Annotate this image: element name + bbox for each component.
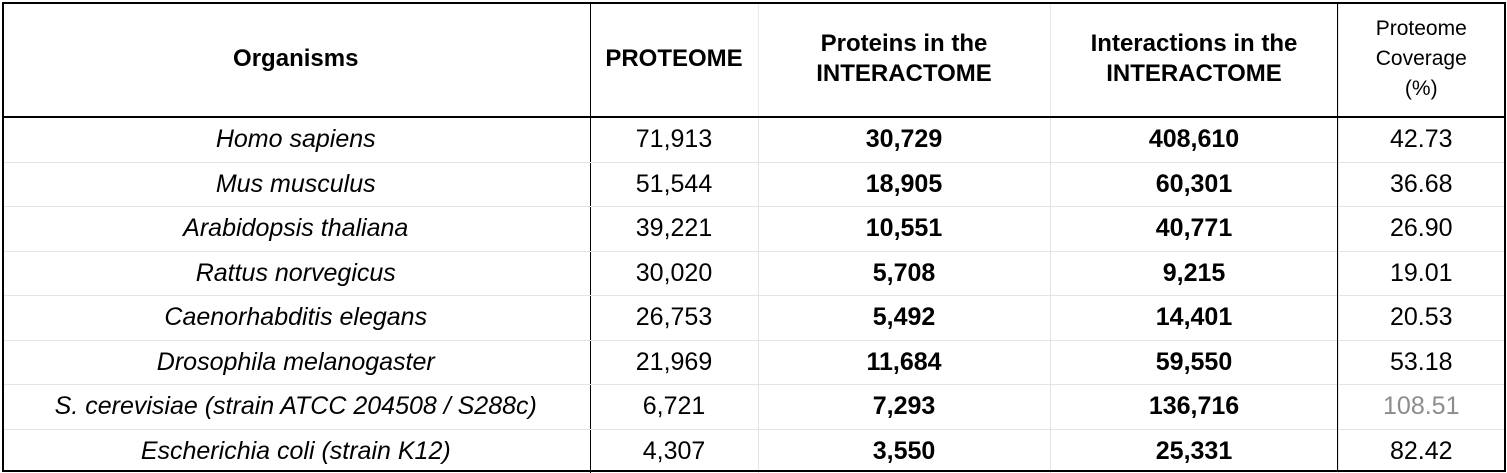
organism-cell: Mus musculus xyxy=(2,162,591,207)
table-row: Escherichia coli (strain K12) 4,307 3,55… xyxy=(2,429,1504,473)
organism-cell: Arabidopsis thaliana xyxy=(2,206,591,252)
proteins-cell: 11,684 xyxy=(758,340,1051,385)
coverage-cell: 20.53 xyxy=(1338,295,1504,341)
header-row: Organisms PROTEOME Proteins in the INTER… xyxy=(2,2,1504,118)
organism-cell: Rattus norvegicus xyxy=(2,251,591,296)
table-row: Rattus norvegicus 30,020 5,708 9,215 19.… xyxy=(2,251,1504,296)
header-coverage-line2: Coverage xyxy=(1375,47,1467,70)
header-proteins-in-interactome: Proteins in the INTERACTOME xyxy=(758,2,1051,118)
coverage-cell: 42.73 xyxy=(1338,117,1504,163)
header-proteins-line2: INTERACTOME xyxy=(816,60,992,87)
proteins-cell: 18,905 xyxy=(758,162,1051,207)
table-row: Drosophila melanogaster 21,969 11,684 59… xyxy=(2,340,1504,385)
coverage-cell: 36.68 xyxy=(1338,162,1504,207)
proteome-cell: 6,721 xyxy=(590,384,759,430)
coverage-cell: 53.18 xyxy=(1338,340,1504,385)
coverage-cell: 19.01 xyxy=(1338,251,1504,296)
table-row: S. cerevisiae (strain ATCC 204508 / S288… xyxy=(2,384,1504,430)
header-interactions-line1: Interactions in the xyxy=(1090,30,1298,57)
proteins-cell: 5,708 xyxy=(758,251,1051,296)
organism-cell: S. cerevisiae (strain ATCC 204508 / S288… xyxy=(2,384,591,430)
organism-cell: Escherichia coli (strain K12) xyxy=(2,429,591,473)
interactions-cell: 408,610 xyxy=(1050,117,1339,163)
organism-cell: Homo sapiens xyxy=(2,117,591,163)
proteins-cell: 7,293 xyxy=(758,384,1051,430)
proteins-cell: 10,551 xyxy=(758,206,1051,252)
header-proteins-line1: Proteins in the xyxy=(820,30,988,57)
proteome-cell: 39,221 xyxy=(590,206,759,252)
interactions-cell: 9,215 xyxy=(1050,251,1339,296)
coverage-cell-muted: 108.51 xyxy=(1338,384,1504,430)
interactions-cell: 59,550 xyxy=(1050,340,1339,385)
organism-cell: Caenorhabditis elegans xyxy=(2,295,591,341)
table-row: Caenorhabditis elegans 26,753 5,492 14,4… xyxy=(2,295,1504,341)
header-proteome-coverage: Proteome Coverage (%) xyxy=(1338,2,1504,118)
proteome-cell: 71,913 xyxy=(590,117,759,163)
coverage-cell: 26.90 xyxy=(1338,206,1504,252)
header-proteome: PROTEOME xyxy=(590,2,759,118)
coverage-cell: 82.42 xyxy=(1389,436,1453,465)
header-interactions-line2: INTERACTOME xyxy=(1106,60,1282,87)
interactions-cell: 60,301 xyxy=(1050,162,1339,207)
proteome-cell: 30,020 xyxy=(590,251,759,296)
table-row: Arabidopsis thaliana 39,221 10,551 40,77… xyxy=(2,206,1504,252)
header-organisms: Organisms xyxy=(2,2,591,118)
proteome-cell: 26,753 xyxy=(590,295,759,341)
proteome-cell: 21,969 xyxy=(590,340,759,385)
interactions-cell: 136,716 xyxy=(1050,384,1339,430)
header-coverage-line1: Proteome xyxy=(1375,17,1467,40)
interactions-cell: 14,401 xyxy=(1050,295,1339,341)
header-coverage-line3: (%) xyxy=(1404,77,1438,100)
table-row: Homo sapiens 71,913 30,729 408,610 42.73 xyxy=(2,117,1504,163)
proteins-cell: 30,729 xyxy=(758,117,1051,163)
proteins-cell: 5,492 xyxy=(758,295,1051,341)
proteome-cell: 51,544 xyxy=(590,162,759,207)
table-row: Mus musculus 51,544 18,905 60,301 36.68 xyxy=(2,162,1504,207)
interactions-cell: 25,331 xyxy=(1050,429,1339,473)
organism-cell: Drosophila melanogaster xyxy=(2,340,591,385)
header-interactions-in-interactome: Interactions in the INTERACTOME xyxy=(1050,2,1339,118)
interactions-cell: 40,771 xyxy=(1050,206,1339,252)
proteins-cell: 3,550 xyxy=(758,429,1051,473)
proteome-cell: 4,307 xyxy=(590,429,759,473)
